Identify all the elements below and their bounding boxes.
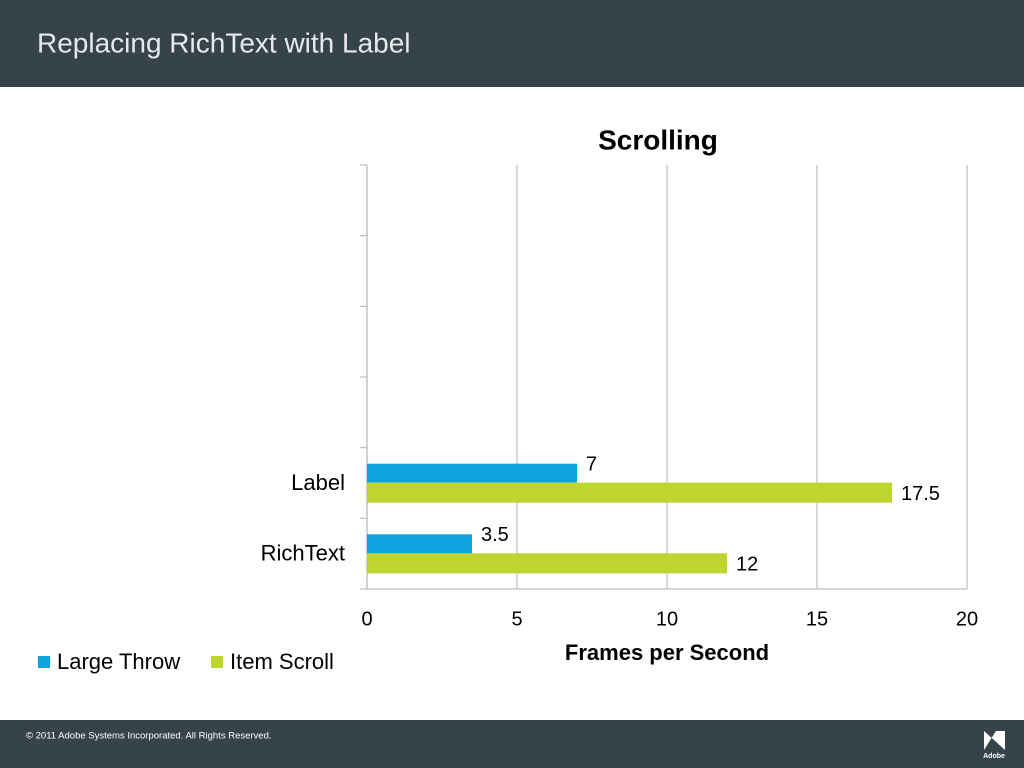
bar (367, 534, 472, 554)
x-axis-title: Frames per Second (565, 640, 769, 665)
legend-label: Large Throw (57, 649, 180, 674)
bar (367, 463, 577, 483)
footer-bar (0, 720, 1024, 768)
header-bar (0, 0, 1024, 87)
value-label: 17.5 (901, 483, 940, 505)
y-tick-label: RichText (261, 540, 345, 565)
y-tick-label: Label (291, 470, 345, 495)
legend-swatch (211, 656, 223, 668)
copyright: © 2011 Adobe Systems Incorporated. All R… (26, 731, 272, 742)
bar (367, 482, 892, 503)
x-tick-label: 0 (361, 608, 372, 630)
x-tick-label: 20 (956, 608, 978, 630)
value-label: 12 (736, 554, 758, 576)
bar (367, 553, 727, 574)
x-tick-label: 10 (656, 608, 678, 630)
chart-title: Scrolling (598, 124, 718, 155)
adobe-logo-shape (984, 731, 1005, 750)
legend-swatch (38, 656, 50, 668)
legend-label: Item Scroll (230, 649, 334, 674)
value-label: 7 (586, 453, 597, 475)
slide-title: Replacing RichText with Label (37, 27, 411, 58)
adobe-logo-text: Adobe (983, 753, 1005, 760)
x-tick-label: 15 (806, 608, 828, 630)
value-label: 3.5 (481, 524, 509, 546)
x-tick-label: 5 (511, 608, 522, 630)
